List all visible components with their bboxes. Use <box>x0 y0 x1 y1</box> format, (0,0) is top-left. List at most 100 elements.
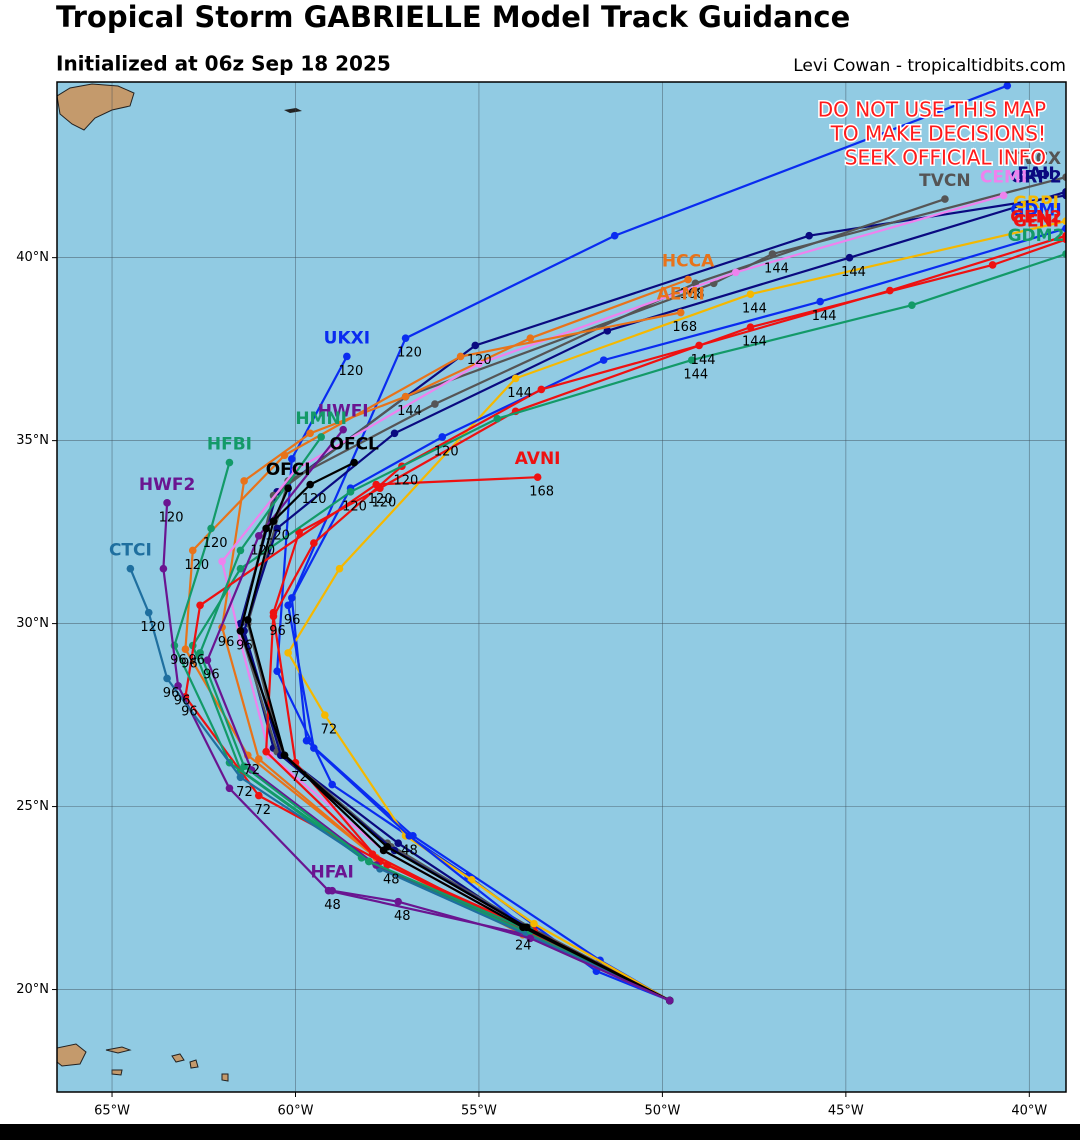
track-point <box>144 608 153 617</box>
hour-label: 144 <box>507 386 532 401</box>
track-point <box>321 711 329 719</box>
track-point <box>526 334 535 342</box>
hour-label: 120 <box>140 620 165 635</box>
track-point <box>174 682 182 690</box>
title: Tropical Storm GABRIELLE Model Track Gui… <box>56 0 850 34</box>
frame <box>56 81 1067 1093</box>
track-point <box>394 897 403 906</box>
hour-label: 144 <box>812 309 837 324</box>
warning-line: TO MAKE DECISIONS! <box>830 122 1046 146</box>
model-name: OFCI <box>266 460 311 480</box>
track-point <box>262 524 270 533</box>
y-tick-label: 25°N <box>16 799 49 814</box>
coast <box>284 108 302 113</box>
warning-line: DO NOT USE THIS MAP <box>818 98 1046 122</box>
hour-label: 72 <box>236 785 253 800</box>
warning-line: SEEK OFFICIAL INFO <box>845 146 1046 170</box>
track-line <box>239 461 671 1002</box>
x-tick-label: 40°W <box>1011 1104 1047 1119</box>
model-name: GRPI <box>1013 193 1059 213</box>
hour-label: 96 <box>181 704 198 719</box>
hour-label: 144 <box>764 261 789 276</box>
track-point <box>1003 82 1012 90</box>
track-point <box>390 429 399 438</box>
track-point <box>159 564 168 573</box>
track-point <box>196 601 204 610</box>
track-point <box>310 744 318 752</box>
coast <box>105 1046 229 1082</box>
track-point <box>240 762 248 771</box>
hour-label: 144 <box>742 335 767 350</box>
hour-label: 144 <box>841 265 866 280</box>
track-point <box>533 473 542 482</box>
hour-label: 72 <box>291 770 308 785</box>
hour-label: 72 <box>321 723 338 738</box>
x-tick-label: 50°W <box>644 1104 680 1119</box>
hour-label: 96 <box>218 635 235 650</box>
track-point <box>383 843 392 851</box>
track-point <box>181 645 190 654</box>
model-name: CEMI <box>980 167 1027 187</box>
hour-label: 144 <box>691 353 716 368</box>
track-point <box>284 649 292 657</box>
model-name: HCCA <box>662 252 715 272</box>
track-point <box>511 374 520 383</box>
hour-label: 120 <box>184 558 209 573</box>
labels: 120UKMI120UKXI120GRP2TVCN144144TVCX144EA… <box>109 149 1064 953</box>
track-point <box>405 832 414 840</box>
track-point <box>236 546 245 555</box>
coast <box>57 1043 87 1067</box>
track-point <box>218 557 226 566</box>
hour-label: 120 <box>159 510 184 525</box>
track-point <box>475 359 483 368</box>
x-tick-label: 65°W <box>94 1104 130 1119</box>
track-point <box>746 290 755 299</box>
track-point <box>537 385 546 394</box>
track-point <box>310 539 318 547</box>
track-point <box>456 352 465 361</box>
y-tick-label: 40°N <box>16 250 49 265</box>
track-point <box>302 736 311 745</box>
track-point <box>240 477 248 485</box>
model-name: AEMI <box>657 285 705 305</box>
track-point <box>163 499 171 507</box>
track-point <box>431 400 439 408</box>
track-point <box>350 458 358 467</box>
track-point <box>225 458 234 467</box>
model-name: HWFI <box>318 402 369 422</box>
hour-label: 120 <box>203 536 228 551</box>
hour-label: 96 <box>174 693 191 708</box>
track-point <box>988 261 997 269</box>
track-line <box>286 220 1066 1002</box>
hour-label: 48 <box>401 843 418 858</box>
track-point <box>236 638 245 646</box>
track-point <box>383 861 392 869</box>
track-point <box>163 674 171 683</box>
track-line <box>287 227 1066 1002</box>
track-point <box>731 268 740 277</box>
land <box>57 83 302 1082</box>
model-name: CTCI <box>109 541 152 561</box>
y-tick-label: 30°N <box>16 616 49 631</box>
hour-label: 168 <box>672 320 697 335</box>
track-point <box>236 564 245 573</box>
track-point <box>346 488 355 496</box>
model-name: AVNI <box>515 449 561 469</box>
track-point <box>687 356 696 364</box>
track-point <box>1062 173 1066 181</box>
hour-label: 120 <box>393 474 418 489</box>
track-point <box>768 250 777 258</box>
track-point <box>816 297 824 306</box>
hour-label: 120 <box>302 492 327 507</box>
track-point <box>126 564 135 573</box>
hour-label: 120 <box>371 496 396 511</box>
model-name: HWF2 <box>139 475 195 495</box>
axes: 65°W 60°W 55°W 50°W 45°W 40°W 20°N 25°N 30°N 35°N… <box>16 250 1047 1118</box>
hour-label: 72 <box>244 763 261 778</box>
hour-label: 120 <box>397 346 422 361</box>
track-point <box>684 275 692 284</box>
track-point <box>328 780 336 789</box>
hour-label: 96 <box>181 657 198 672</box>
hour-label: 168 <box>680 287 705 302</box>
